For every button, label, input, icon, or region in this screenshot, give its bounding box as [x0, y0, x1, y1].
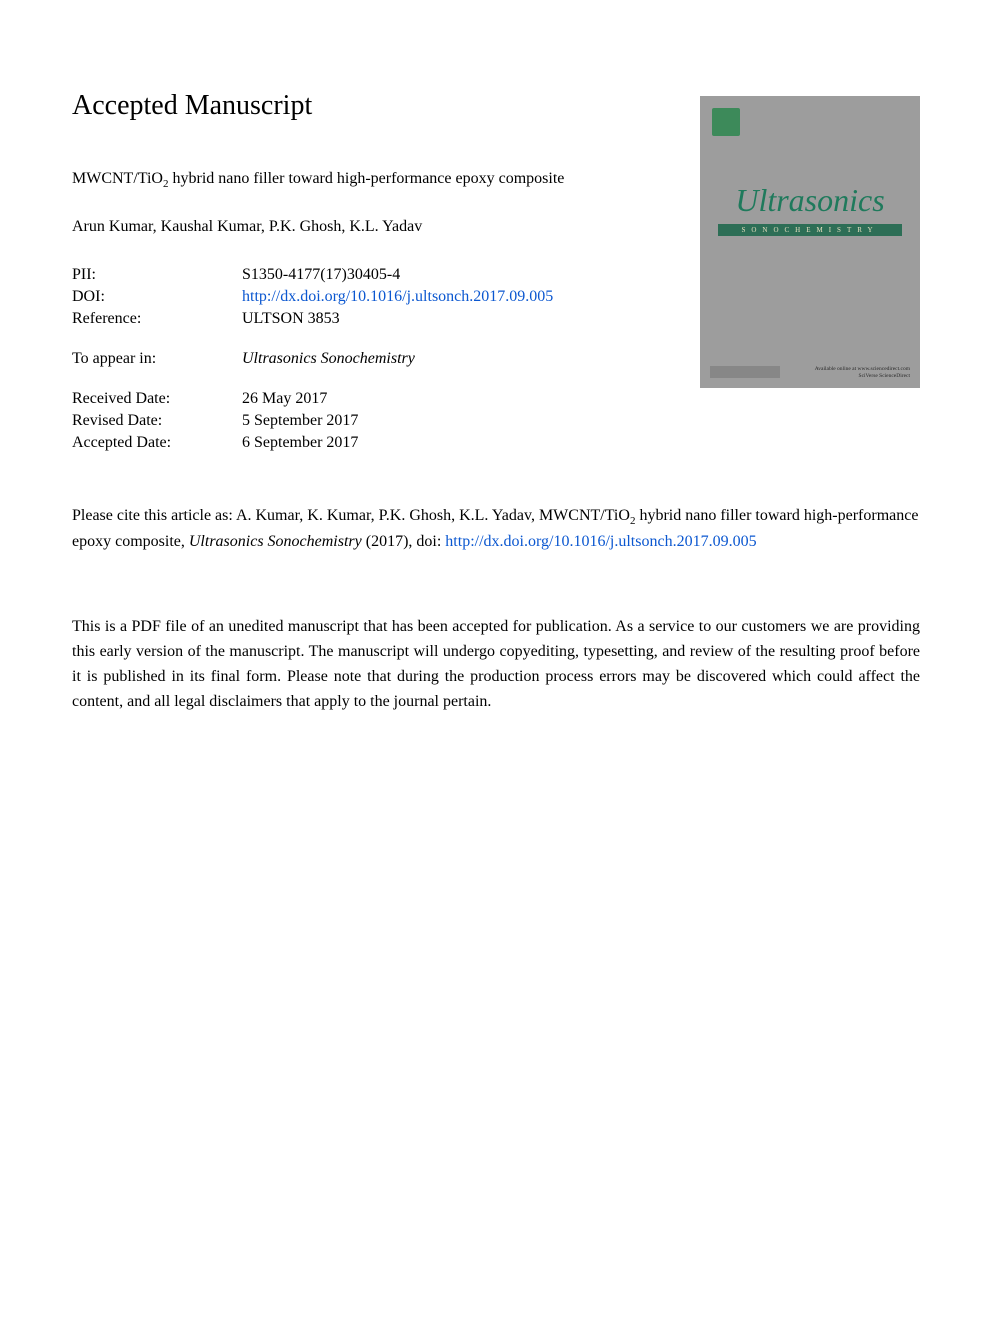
meta-label: Reference:: [72, 310, 242, 328]
meta-value: Ultrasonics Sonochemistry: [242, 350, 415, 368]
meta-value: S1350-4177(17)30405-4: [242, 266, 400, 284]
meta-row-accepted: Accepted Date: 6 September 2017: [72, 434, 680, 452]
meta-label: Accepted Date:: [72, 434, 242, 452]
left-column: Accepted Manuscript MWCNT/TiO2 hybrid na…: [72, 90, 700, 462]
disclaimer-paragraph: This is a PDF file of an unedited manusc…: [72, 615, 920, 714]
publisher-logo-icon: [712, 108, 740, 136]
meta-row-pii: PII: S1350-4177(17)30405-4: [72, 266, 680, 284]
meta-label: PII:: [72, 266, 242, 284]
metadata-table: PII: S1350-4177(17)30405-4 DOI: http://d…: [72, 266, 680, 452]
citation-post: (2017), doi:: [362, 533, 446, 550]
cover-volume-box: [710, 366, 780, 378]
cover-journal-title: Ultrasonics: [700, 182, 920, 219]
citation-pre: Please cite this article as: A. Kumar, K…: [72, 507, 630, 524]
page-title: Accepted Manuscript: [72, 90, 680, 122]
meta-value: 6 September 2017: [242, 434, 358, 452]
citation-doi-link[interactable]: http://dx.doi.org/10.1016/j.ultsonch.201…: [445, 533, 756, 550]
cover-journal-subtitle: SONOCHEMISTRY: [718, 224, 902, 236]
meta-label: To appear in:: [72, 350, 242, 368]
meta-row-appear: To appear in: Ultrasonics Sonochemistry: [72, 350, 680, 368]
meta-label: Revised Date:: [72, 412, 242, 430]
spacer: [72, 372, 680, 390]
cover-footer-line2: SciVerse ScienceDirect: [815, 373, 910, 380]
meta-value: 26 May 2017: [242, 390, 327, 408]
article-title: MWCNT/TiO2 hybrid nano filler toward hig…: [72, 170, 680, 190]
title-pre: MWCNT/TiO: [72, 170, 163, 187]
citation-journal: Ultrasonics Sonochemistry: [189, 533, 362, 550]
meta-row-revised: Revised Date: 5 September 2017: [72, 412, 680, 430]
cover-footer-line1: Available online at www.sciencedirect.co…: [815, 366, 910, 373]
meta-label: Received Date:: [72, 390, 242, 408]
meta-row-received: Received Date: 26 May 2017: [72, 390, 680, 408]
meta-value: ULTSON 3853: [242, 310, 340, 328]
meta-row-reference: Reference: ULTSON 3853: [72, 310, 680, 328]
title-post: hybrid nano filler toward high-performan…: [168, 170, 564, 187]
journal-cover: Ultrasonics SONOCHEMISTRY Available onli…: [700, 96, 920, 388]
spacer: [72, 332, 680, 350]
doi-link[interactable]: http://dx.doi.org/10.1016/j.ultsonch.201…: [242, 288, 553, 306]
cover-footer: Available online at www.sciencedirect.co…: [815, 366, 910, 380]
meta-row-doi: DOI: http://dx.doi.org/10.1016/j.ultsonc…: [72, 288, 680, 306]
citation-paragraph: Please cite this article as: A. Kumar, K…: [72, 504, 920, 555]
meta-label: DOI:: [72, 288, 242, 306]
meta-value: 5 September 2017: [242, 412, 358, 430]
header-row: Accepted Manuscript MWCNT/TiO2 hybrid na…: [72, 90, 920, 462]
authors-line: Arun Kumar, Kaushal Kumar, P.K. Ghosh, K…: [72, 218, 680, 236]
